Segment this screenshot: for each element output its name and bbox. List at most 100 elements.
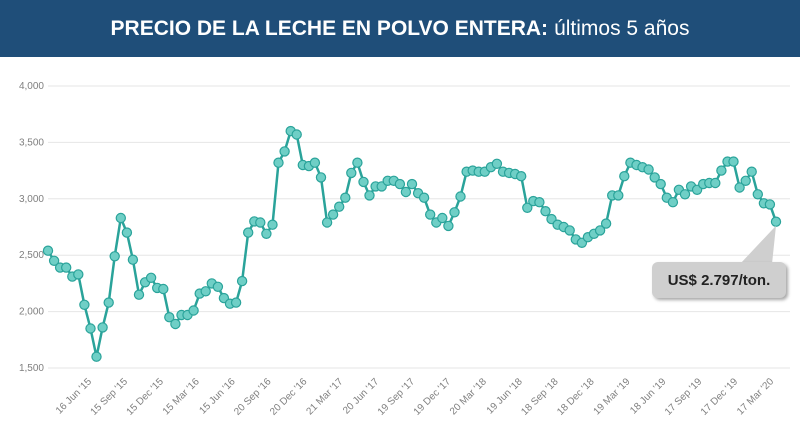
data-point: [449, 207, 460, 218]
x-tick-label: 21 Mar '17: [304, 376, 345, 417]
data-point: [613, 190, 624, 201]
data-point: [97, 322, 108, 333]
data-point: [230, 297, 242, 308]
data-point: [425, 209, 436, 220]
data-point: [321, 217, 333, 228]
data-point: [42, 245, 54, 256]
y-tick-label: 2,500: [19, 250, 44, 261]
data-point: [649, 172, 660, 183]
data-point: [85, 323, 96, 334]
data-point: [516, 170, 527, 182]
data-point: [340, 192, 351, 203]
data-point: [121, 227, 133, 238]
x-tick-label: 18 Sep '18: [519, 376, 561, 418]
data-point: [60, 262, 72, 273]
data-point: [728, 156, 739, 167]
x-tick-label: 18 Dec '18: [555, 376, 597, 418]
x-tick-label: 15 Mar '16: [161, 376, 202, 417]
chart-title-banner: PRECIO DE LA LECHE EN POLVO ENTERA: últi…: [0, 0, 800, 57]
data-point: [418, 192, 430, 203]
data-point: [236, 275, 248, 287]
data-point: [491, 158, 503, 169]
data-point: [352, 157, 363, 168]
data-point: [127, 254, 139, 265]
data-point: [170, 318, 181, 330]
data-point: [291, 129, 302, 140]
x-tick-label: 15 Dec '15: [125, 376, 167, 418]
data-point: [752, 189, 764, 200]
data-point: [655, 178, 666, 190]
data-point: [48, 255, 60, 266]
data-point: [103, 297, 114, 308]
data-point: [540, 205, 551, 217]
data-point: [564, 225, 575, 236]
data-point: [667, 196, 679, 208]
data-point: [740, 175, 751, 186]
data-point: [406, 178, 418, 190]
data-point: [679, 189, 691, 200]
data-point: [455, 191, 466, 202]
data-point: [164, 312, 175, 323]
data-point: [91, 351, 102, 362]
data-point: [327, 209, 339, 220]
data-point: [734, 182, 745, 193]
data-point: [79, 299, 90, 310]
data-point: [437, 212, 448, 224]
data-point: [200, 286, 211, 297]
data-point: [279, 146, 290, 157]
data-point: [619, 170, 630, 182]
data-point: [400, 186, 412, 198]
data-point: [267, 219, 278, 230]
y-tick-label: 2,000: [19, 307, 44, 318]
data-point: [764, 199, 776, 210]
x-tick-label: 15 Sep '15: [89, 376, 131, 418]
data-point: [188, 305, 199, 316]
data-point: [309, 157, 321, 168]
data-point: [522, 202, 533, 213]
data-point: [145, 272, 157, 283]
data-point: [115, 212, 127, 224]
x-tick-label: 19 Dec '17: [412, 376, 454, 418]
data-point: [770, 216, 782, 227]
data-point: [315, 172, 327, 183]
x-tick-label: 19 Mar '19: [592, 376, 633, 417]
y-tick-label: 3,500: [19, 137, 44, 148]
data-point: [716, 165, 727, 176]
data-point: [133, 289, 145, 300]
callout-pointer: [740, 225, 776, 264]
data-point: [364, 190, 375, 201]
series-line: [46, 129, 778, 357]
data-point: [212, 281, 224, 292]
data-point: [255, 217, 266, 228]
data-point: [261, 228, 272, 239]
data-point: [394, 178, 406, 190]
x-tick-label: 20 Sep '16: [232, 376, 274, 418]
chart-title-main: PRECIO DE LA LECHE EN POLVO ENTERA:: [110, 16, 549, 40]
data-point: [346, 167, 357, 179]
x-tick-label: 19 Sep '17: [376, 376, 418, 418]
data-point: [534, 196, 545, 208]
x-tick-label: 20 Mar '18: [448, 376, 489, 417]
data-point: [710, 177, 721, 189]
data-point: [273, 157, 284, 168]
chart-title-sub: últimos 5 años: [554, 16, 690, 40]
data-point: [746, 166, 757, 177]
x-tick-label: 17 Dec '19: [699, 376, 741, 418]
data-point: [600, 218, 612, 229]
data-point: [443, 220, 454, 232]
x-tick-label: 20 Dec '16: [268, 376, 310, 418]
data-point: [73, 269, 84, 280]
data-point: [594, 225, 606, 236]
data-point: [158, 283, 169, 295]
data-point: [334, 201, 345, 212]
y-tick-label: 1,500: [19, 363, 44, 374]
x-tick-label: 17 Sep '19: [663, 376, 705, 418]
y-tick-label: 3,000: [19, 194, 44, 205]
data-point: [643, 164, 654, 175]
plot-area: [0, 57, 800, 445]
data-point: [358, 176, 369, 188]
x-tick-label: 17 Mar '20: [735, 376, 776, 417]
data-point: [109, 251, 120, 262]
data-point: [242, 227, 254, 238]
